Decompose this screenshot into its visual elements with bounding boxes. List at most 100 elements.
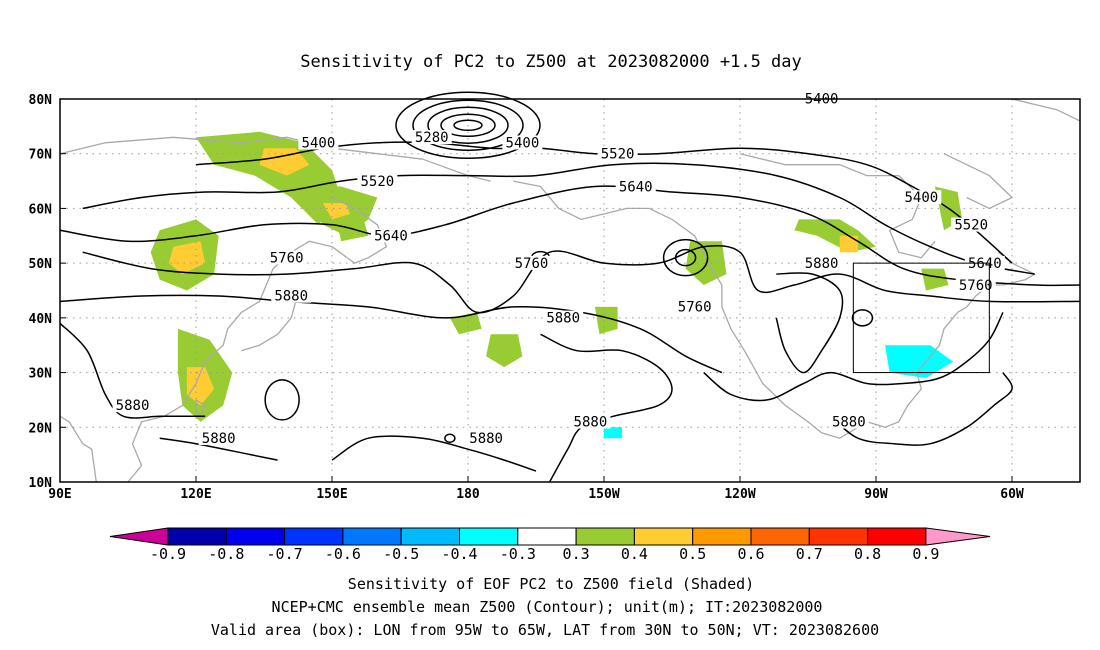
z500-contour-4 [59, 294, 723, 374]
contour-label-bg [615, 179, 656, 194]
contour-label: 5880 [546, 311, 580, 327]
low-ring-0 [453, 119, 483, 132]
low-ring-4 [395, 91, 541, 160]
lon-tick-label: 90E [48, 487, 71, 502]
colorbar-left-arrow [109, 527, 169, 546]
z500-contour-2 [59, 185, 1081, 287]
colorbar-swatch [517, 527, 577, 546]
z500-contour-9 [703, 312, 1004, 402]
contour-label: 5880 [574, 415, 608, 431]
colorbar-label: 0.5 [679, 545, 706, 563]
lat-tick-label: 40N [29, 312, 53, 327]
caption-line-2: NCEP+CMC ensemble mean Z500 (Contour); u… [272, 598, 823, 616]
contour-label-bg [502, 135, 543, 150]
contour-label-bg [543, 310, 584, 325]
shading-region-12 [839, 235, 858, 253]
contour-label: 5400 [506, 136, 540, 152]
colorbar-swatch [808, 527, 869, 546]
contour-label: 5520 [954, 218, 988, 234]
contour-label-bg [828, 414, 869, 429]
shading-region-3 [322, 203, 351, 220]
lon-tick-label: 60W [1000, 487, 1024, 502]
colorbar-swatch [692, 527, 752, 546]
colorbar-label: -0.6 [325, 545, 361, 563]
shading-region-9 [486, 334, 523, 368]
contour-label-bg [271, 288, 312, 303]
colorbar-label: 0.6 [737, 545, 764, 563]
low-ring-2 [427, 106, 509, 145]
shading-region-18 [604, 427, 623, 439]
contour-label: 5520 [360, 174, 394, 190]
contour-label-bg [370, 228, 411, 243]
contour-label-bg [951, 217, 992, 232]
colorbar-label: 0.3 [563, 545, 590, 563]
colorbar-label: -0.9 [150, 545, 186, 563]
contour-label: 5880 [116, 398, 150, 414]
map-frame [59, 98, 1081, 483]
contour-label: 5760 [515, 256, 549, 272]
colorbar-label: 0.4 [621, 545, 648, 563]
contour-label: 5880 [274, 289, 308, 305]
lon-tick-label: 90W [864, 487, 888, 502]
shading-region-16 [336, 219, 369, 242]
shading-region-10 [594, 306, 618, 335]
z500-contour-8 [540, 333, 673, 483]
contour-label: 5520 [601, 146, 635, 162]
colorbar-label: 0.9 [912, 545, 939, 563]
coastline-8 [1011, 98, 1081, 122]
colorbar-swatch [633, 527, 694, 546]
contour-label-bg [357, 173, 398, 188]
map-panel: 5400 5280 5400 5400 5520 5520 5640 5640 5760 5760… [29, 91, 1081, 502]
contour-label-bg [674, 299, 715, 314]
contour-label: 5760 [678, 300, 712, 316]
colorbar-swatch [867, 527, 927, 546]
lon-tick-label: 150E [316, 487, 347, 502]
lat-tick-label: 60N [29, 202, 53, 217]
z500-contour-5 [59, 322, 206, 419]
contour-label-bg [112, 398, 153, 413]
contour-label-bg [266, 250, 307, 265]
lat-tick-label: 10N [29, 476, 53, 491]
colorbar-swatch [167, 527, 227, 546]
colorbar-swatch [575, 527, 635, 546]
contour-label-bg [411, 130, 452, 145]
contour-label: 5880 [202, 431, 236, 447]
contour-label-bg [570, 414, 611, 429]
lat-tick-label: 50N [29, 257, 53, 272]
colorbar-label: -0.5 [383, 545, 419, 563]
contour-label: 5880 [469, 431, 503, 447]
contour-label-bg [298, 135, 339, 150]
colorbar-label: -0.8 [208, 545, 244, 563]
contour-label: 5400 [904, 190, 938, 206]
contour-label: 5760 [959, 278, 993, 294]
z500-contour-11 [775, 272, 844, 374]
contour-label: 5880 [805, 256, 839, 272]
contour-label: 5640 [968, 256, 1002, 272]
colorbar-swatch [284, 527, 344, 546]
colorbar-label: -0.4 [441, 545, 477, 563]
caption-line-1: Sensitivity of EOF PC2 to Z500 field (Sh… [348, 575, 754, 593]
coastline-1 [127, 196, 388, 483]
z500-contour-1 [82, 162, 1035, 275]
colorbar-label: 0.7 [796, 545, 823, 563]
z500-contour-7 [331, 435, 537, 472]
lat-tick-label: 30N [29, 367, 53, 382]
z500-contour-10 [830, 372, 1013, 446]
closed-contour-0 [674, 248, 697, 267]
colorbar-label: -0.3 [500, 545, 536, 563]
colorbar-swatch [400, 527, 461, 546]
valid-area-box [852, 262, 990, 374]
shading-region-0 [196, 131, 342, 225]
shading-region-14 [921, 268, 949, 291]
low-ring-3 [412, 99, 524, 152]
z500-contour-3 [82, 244, 1081, 314]
colorbar-swatch [225, 527, 286, 546]
contour-label: 5400 [302, 136, 336, 152]
contour-label-bg [511, 255, 552, 270]
contour-label-bg [597, 146, 638, 161]
colorbar-swatch [342, 527, 402, 546]
colorbar-right-arrow [925, 527, 991, 546]
closed-contour-3 [851, 309, 874, 327]
contour-label-bg [901, 190, 942, 205]
